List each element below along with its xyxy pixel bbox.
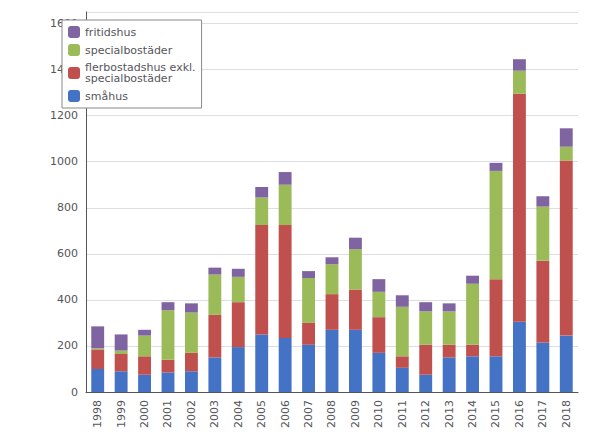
svg-text:2013: 2013 (443, 400, 456, 428)
svg-text:2000: 2000 (138, 400, 151, 428)
svg-text:2010: 2010 (372, 400, 385, 428)
svg-text:2003: 2003 (208, 400, 221, 428)
svg-text:2009: 2009 (349, 400, 362, 428)
svg-text:2002: 2002 (185, 400, 198, 428)
svg-text:2011: 2011 (396, 400, 409, 428)
svg-text:0: 0 (71, 386, 78, 399)
svg-text:200: 200 (57, 339, 78, 352)
svg-text:småhus: småhus (85, 90, 128, 103)
svg-text:1200: 1200 (50, 109, 78, 122)
svg-text:2016: 2016 (513, 400, 526, 428)
svg-text:specialbostäder: specialbostäder (85, 72, 173, 85)
svg-text:1999: 1999 (115, 400, 128, 428)
svg-text:2017: 2017 (536, 400, 549, 428)
svg-text:2007: 2007 (302, 400, 315, 428)
svg-text:2001: 2001 (161, 400, 174, 428)
svg-text:1000: 1000 (50, 155, 78, 168)
svg-text:800: 800 (57, 201, 78, 214)
svg-text:1998: 1998 (91, 400, 104, 428)
svg-text:2006: 2006 (279, 400, 292, 428)
svg-text:400: 400 (57, 293, 78, 306)
svg-text:2004: 2004 (232, 400, 245, 428)
svg-text:600: 600 (57, 247, 78, 260)
svg-text:fritidshus: fritidshus (85, 26, 136, 39)
svg-text:2015: 2015 (489, 400, 502, 428)
svg-text:2005: 2005 (255, 400, 268, 428)
svg-text:flerbostadshus exkl.: flerbostadshus exkl. (85, 61, 196, 74)
svg-text:2008: 2008 (325, 400, 338, 428)
svg-text:2014: 2014 (466, 400, 479, 428)
svg-text:specialbostäder: specialbostäder (85, 44, 173, 57)
svg-text:2012: 2012 (419, 400, 432, 428)
svg-text:2018: 2018 (560, 400, 573, 428)
